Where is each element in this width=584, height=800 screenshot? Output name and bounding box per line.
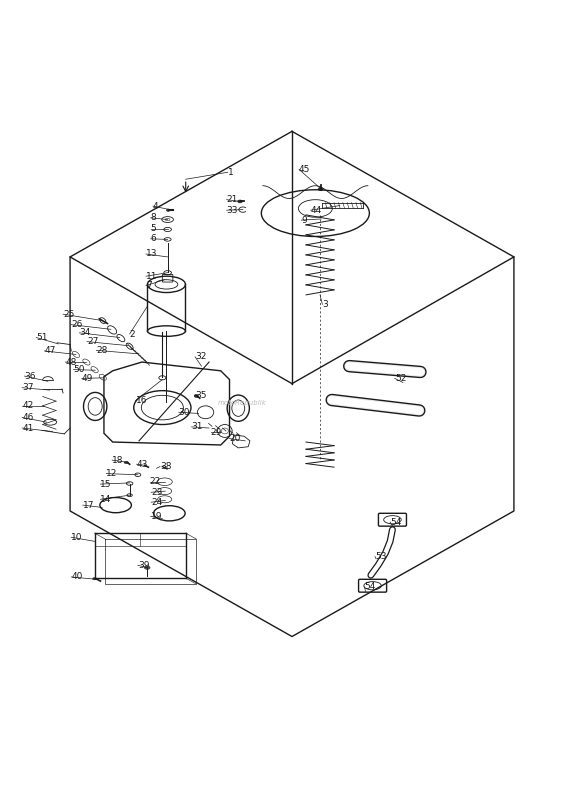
Ellipse shape: [238, 200, 242, 203]
Text: 18: 18: [112, 456, 124, 465]
Text: 14: 14: [100, 494, 112, 504]
Text: 7: 7: [146, 281, 152, 290]
Text: motoRepublik: motoRepublik: [218, 400, 267, 406]
Text: 46: 46: [22, 413, 33, 422]
Text: 40: 40: [71, 573, 82, 582]
Text: 16: 16: [135, 396, 147, 405]
Text: 53: 53: [375, 552, 387, 561]
Text: 39: 39: [138, 561, 150, 570]
Text: 31: 31: [192, 422, 203, 431]
Ellipse shape: [166, 209, 170, 211]
Text: 41: 41: [22, 423, 33, 433]
Text: 24: 24: [151, 498, 162, 506]
Text: 3: 3: [322, 300, 328, 309]
Text: 2: 2: [130, 330, 135, 338]
Text: 25: 25: [63, 310, 74, 318]
Text: 11: 11: [146, 272, 158, 281]
Ellipse shape: [92, 578, 96, 580]
Text: 35: 35: [195, 391, 207, 400]
Text: 26: 26: [71, 320, 82, 329]
Text: 51: 51: [36, 333, 48, 342]
Text: 37: 37: [22, 383, 34, 392]
Text: 54: 54: [390, 518, 401, 526]
Text: 52: 52: [395, 374, 406, 383]
Text: 34: 34: [79, 328, 91, 338]
Text: 48: 48: [65, 358, 77, 366]
Text: 6: 6: [151, 234, 157, 243]
Text: 17: 17: [83, 501, 95, 510]
Text: 30: 30: [179, 408, 190, 417]
Text: 19: 19: [151, 512, 162, 521]
Text: 36: 36: [25, 371, 36, 381]
Text: 54: 54: [364, 582, 376, 591]
Text: 49: 49: [82, 374, 93, 383]
Text: 23: 23: [151, 488, 162, 497]
Text: 9: 9: [301, 216, 307, 225]
Text: 45: 45: [299, 165, 310, 174]
Ellipse shape: [124, 462, 128, 464]
Text: 8: 8: [151, 214, 157, 222]
Ellipse shape: [144, 566, 150, 570]
Text: 43: 43: [137, 460, 148, 469]
Text: 42: 42: [22, 402, 33, 410]
Text: 28: 28: [96, 346, 107, 355]
Text: 21: 21: [227, 195, 238, 204]
Ellipse shape: [194, 394, 199, 398]
Text: 44: 44: [311, 206, 322, 214]
Ellipse shape: [318, 188, 324, 190]
Text: 4: 4: [153, 202, 159, 210]
Text: 5: 5: [151, 224, 157, 234]
Text: 29: 29: [211, 428, 222, 437]
Text: 15: 15: [100, 479, 112, 489]
Text: 50: 50: [74, 365, 85, 374]
Text: 38: 38: [160, 462, 172, 471]
Text: 33: 33: [227, 206, 238, 214]
Text: 27: 27: [87, 337, 98, 346]
Text: 13: 13: [146, 250, 158, 258]
Text: 47: 47: [44, 346, 55, 355]
Text: 22: 22: [150, 478, 161, 486]
Text: 10: 10: [71, 533, 83, 542]
Text: 12: 12: [106, 469, 117, 478]
Text: 1: 1: [228, 168, 234, 177]
Text: 32: 32: [195, 352, 206, 362]
Text: 20: 20: [229, 434, 240, 443]
